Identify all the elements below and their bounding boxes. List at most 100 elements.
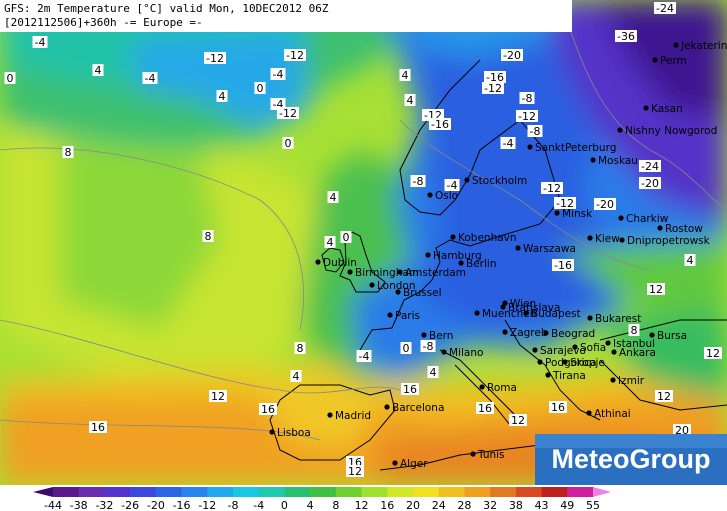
colorbar-label: 49 <box>560 499 574 511</box>
header: GFS: 2m Temperature [°C] valid Mon, 10DE… <box>0 0 572 32</box>
city-name: Dnipropetrowsk <box>627 235 711 247</box>
isotherms <box>0 0 727 441</box>
colorbar-label: 43 <box>535 499 549 511</box>
city-name: Warszawa <box>523 243 576 255</box>
contour-label-box <box>277 107 299 119</box>
contour-label-box <box>399 69 411 81</box>
city-marker <box>673 42 679 48</box>
contour-label: -16 <box>554 259 572 272</box>
city-name: Bratislava <box>508 302 560 314</box>
city-marker <box>479 384 485 390</box>
city-name: Berlin <box>466 258 496 270</box>
colorbar-label: -12 <box>198 499 216 511</box>
city-name: Izmir <box>618 375 645 387</box>
contour-label: -16 <box>486 71 504 84</box>
contour-label: 4 <box>430 366 437 379</box>
colorbar-label: 28 <box>457 499 471 511</box>
city-marker <box>269 429 275 435</box>
city-marker <box>470 451 476 457</box>
contour-label-box <box>92 64 104 76</box>
contour-label-box <box>216 90 228 102</box>
contour-label-box <box>647 283 665 295</box>
contour-label: -24 <box>641 160 659 173</box>
contour-label: -4 <box>35 36 46 49</box>
contour-label-box <box>552 259 574 271</box>
logo-text: MeteoGroup <box>552 444 711 474</box>
colorbar-segment <box>284 487 311 497</box>
city-name: Moskau <box>598 155 638 167</box>
contour-label-box <box>324 236 336 248</box>
contour-label: 16 <box>261 403 275 416</box>
colorbar-segment <box>387 487 414 497</box>
contour-label-box <box>519 92 535 104</box>
city-marker <box>397 269 403 275</box>
colorbar-arrow-low <box>33 487 53 497</box>
city-marker <box>515 245 521 251</box>
contour-label-box <box>500 137 516 149</box>
contour-label: -20 <box>596 198 614 211</box>
contour-label-box <box>594 198 616 210</box>
contour-label: 12 <box>649 283 663 296</box>
city-marker <box>347 269 353 275</box>
colorbar-label: -32 <box>95 499 113 511</box>
contour-label: -12 <box>543 182 561 195</box>
city-marker <box>502 300 508 306</box>
colorbar-segment <box>490 487 517 497</box>
colorbar-label: 8 <box>332 499 339 511</box>
contour-label-box <box>89 421 107 433</box>
city-marker <box>500 304 506 310</box>
city-marker <box>327 412 333 418</box>
city-marker <box>441 349 447 355</box>
contour-label: -24 <box>656 2 674 15</box>
city-name: Oslo <box>435 190 458 202</box>
city-marker <box>545 372 551 378</box>
contour-label-box <box>639 160 661 172</box>
contour-label: 16 <box>551 401 565 414</box>
colorbar-segment <box>53 487 80 497</box>
colorbar: -44 -38 -32 -26 -20 -16 -12 -8 -4 0 4 8 12 16 20 24 28 32… <box>0 485 727 511</box>
contour-label: 4 <box>293 370 300 383</box>
contour-label: 20 <box>675 424 689 437</box>
city-name: Sarajevo <box>540 345 586 357</box>
contour-label: 12 <box>348 465 362 478</box>
city-marker <box>421 332 427 338</box>
city-name: Skopje <box>570 357 605 369</box>
colorbar-segment <box>258 487 285 497</box>
colorbar-arrow-high <box>593 487 611 497</box>
contour-label-box <box>444 179 460 191</box>
city-marker <box>427 192 433 198</box>
city-marker <box>562 359 568 365</box>
contour-label-box <box>282 137 294 149</box>
city-name: Athinai <box>594 408 631 420</box>
colorbar-label: 32 <box>483 499 497 511</box>
colorbar-segment <box>104 487 131 497</box>
city-name: Kiew <box>595 233 620 245</box>
contour-label: 0 <box>257 82 264 95</box>
contour-label-box <box>541 182 563 194</box>
city-marker <box>450 234 456 240</box>
colorbar-label: 16 <box>380 499 394 511</box>
city-name: Nishny Nowgorod <box>625 125 717 137</box>
colorbar-segment <box>464 487 491 497</box>
city-name: Madrid <box>335 410 371 422</box>
city-name: Amsterdam <box>405 267 466 279</box>
contour-label: 0 <box>343 231 350 244</box>
city-name: Kobenhavn <box>458 232 517 244</box>
city-name: Rostow <box>665 223 703 235</box>
city-marker <box>617 127 623 133</box>
colorbar-segment <box>361 487 388 497</box>
contour-label-box <box>655 390 673 402</box>
contour-label-box <box>356 350 372 362</box>
contour-label-box <box>516 110 538 122</box>
contour-label-box <box>254 82 266 94</box>
city-name: Brussel <box>403 287 442 299</box>
colorbar-label: 12 <box>355 499 369 511</box>
contour-label: -12 <box>279 107 297 120</box>
city-name: Paris <box>395 310 420 322</box>
city-marker <box>590 157 596 163</box>
city-name: Stockholm <box>472 175 527 187</box>
city-marker <box>657 225 663 231</box>
colorbar-label: -44 <box>44 499 62 511</box>
city-name: Charkiw <box>626 213 669 225</box>
